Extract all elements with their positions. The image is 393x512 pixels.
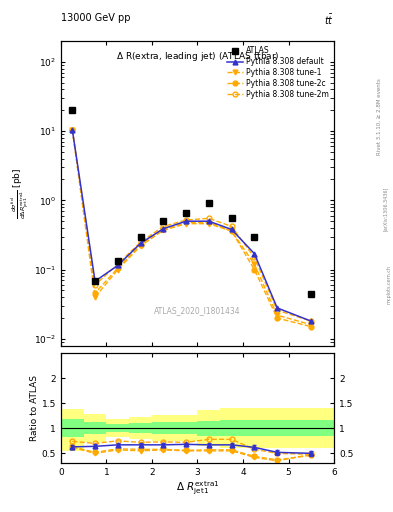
Text: Rivet 3.1.10, ≥ 2.8M events: Rivet 3.1.10, ≥ 2.8M events (377, 79, 382, 156)
Pythia 8.308 tune-2m (161, 223, 166, 229)
ATLAS (229, 215, 234, 221)
Pythia 8.308 default (138, 240, 143, 246)
ATLAS (161, 218, 166, 224)
Pythia 8.308 tune-1 (161, 227, 166, 233)
Pythia 8.308 tune-2m (252, 254, 257, 261)
Pythia 8.308 tune-1 (184, 221, 189, 227)
Text: ATLAS_2020_I1801434: ATLAS_2020_I1801434 (154, 306, 241, 315)
Pythia 8.308 tune-2m (309, 318, 314, 324)
Pythia 8.308 tune-2m (229, 223, 234, 229)
Pythia 8.308 default (70, 126, 75, 133)
Pythia 8.308 tune-2c (161, 226, 166, 232)
Text: $t\bar{t}$: $t\bar{t}$ (324, 13, 334, 27)
Pythia 8.308 tune-1 (93, 294, 97, 300)
Pythia 8.308 tune-2c (184, 219, 189, 225)
Pythia 8.308 tune-1 (309, 322, 314, 328)
Pythia 8.308 tune-2m (70, 126, 75, 133)
ATLAS (70, 107, 75, 113)
Pythia 8.308 tune-1 (70, 126, 75, 133)
Pythia 8.308 tune-2c (275, 315, 279, 321)
Pythia 8.308 tune-2c (252, 267, 257, 273)
Pythia 8.308 tune-2c (138, 242, 143, 248)
Pythia 8.308 tune-2m (184, 217, 189, 223)
Legend: ATLAS, Pythia 8.308 default, Pythia 8.308 tune-1, Pythia 8.308 tune-2c, Pythia 8: ATLAS, Pythia 8.308 default, Pythia 8.30… (226, 45, 330, 100)
Pythia 8.308 default (206, 218, 211, 224)
Pythia 8.308 default (229, 226, 234, 232)
Pythia 8.308 default (184, 218, 189, 224)
Line: Pythia 8.308 default: Pythia 8.308 default (70, 127, 314, 324)
Pythia 8.308 tune-2c (309, 324, 314, 330)
Line: Pythia 8.308 tune-2c: Pythia 8.308 tune-2c (70, 127, 314, 329)
Line: ATLAS: ATLAS (69, 107, 314, 297)
Pythia 8.308 default (93, 278, 97, 284)
Line: Pythia 8.308 tune-1: Pythia 8.308 tune-1 (70, 127, 314, 327)
Pythia 8.308 tune-2m (206, 215, 211, 221)
Pythia 8.308 tune-1 (252, 261, 257, 267)
X-axis label: $\Delta\ R_\mathrm{jet1}^\mathrm{extra1}$: $\Delta\ R_\mathrm{jet1}^\mathrm{extra1}… (176, 480, 219, 497)
Pythia 8.308 tune-2c (229, 228, 234, 234)
Text: mcplots.cern.ch: mcplots.cern.ch (387, 265, 391, 304)
Pythia 8.308 default (275, 305, 279, 311)
Pythia 8.308 tune-1 (116, 267, 120, 273)
ATLAS (309, 291, 314, 297)
Text: 13000 GeV pp: 13000 GeV pp (61, 13, 130, 23)
Pythia 8.308 tune-1 (138, 243, 143, 249)
ATLAS (252, 233, 257, 240)
Pythia 8.308 default (116, 262, 120, 268)
Pythia 8.308 tune-2c (116, 265, 120, 271)
Pythia 8.308 tune-2m (93, 282, 97, 288)
Pythia 8.308 default (309, 318, 314, 324)
Y-axis label: $\frac{d\sigma^\mathrm{fid}}{d\Delta R_\mathrm{jet1}^\mathrm{extra1}}$ [pb]: $\frac{d\sigma^\mathrm{fid}}{d\Delta R_\… (9, 167, 31, 219)
Pythia 8.308 tune-1 (206, 221, 211, 227)
ATLAS (93, 278, 97, 284)
Pythia 8.308 tune-2c (70, 126, 75, 133)
Pythia 8.308 default (252, 250, 257, 257)
ATLAS (116, 258, 120, 264)
Pythia 8.308 tune-2m (275, 307, 279, 313)
Pythia 8.308 tune-1 (275, 312, 279, 318)
ATLAS (138, 233, 143, 240)
Pythia 8.308 tune-2m (116, 261, 120, 267)
Pythia 8.308 tune-2c (93, 290, 97, 296)
Text: [arXiv:1306.3436]: [arXiv:1306.3436] (383, 186, 387, 231)
Pythia 8.308 default (161, 226, 166, 232)
Text: $\Delta$ R(extra, leading jet) (ATLAS ttbar): $\Delta$ R(extra, leading jet) (ATLAS tt… (116, 50, 279, 63)
Y-axis label: Ratio to ATLAS: Ratio to ATLAS (30, 375, 39, 441)
Line: Pythia 8.308 tune-2m: Pythia 8.308 tune-2m (70, 127, 314, 324)
Pythia 8.308 tune-2m (138, 239, 143, 245)
Pythia 8.308 tune-1 (229, 228, 234, 234)
Pythia 8.308 tune-2c (206, 219, 211, 225)
ATLAS (206, 200, 211, 206)
ATLAS (184, 210, 189, 217)
